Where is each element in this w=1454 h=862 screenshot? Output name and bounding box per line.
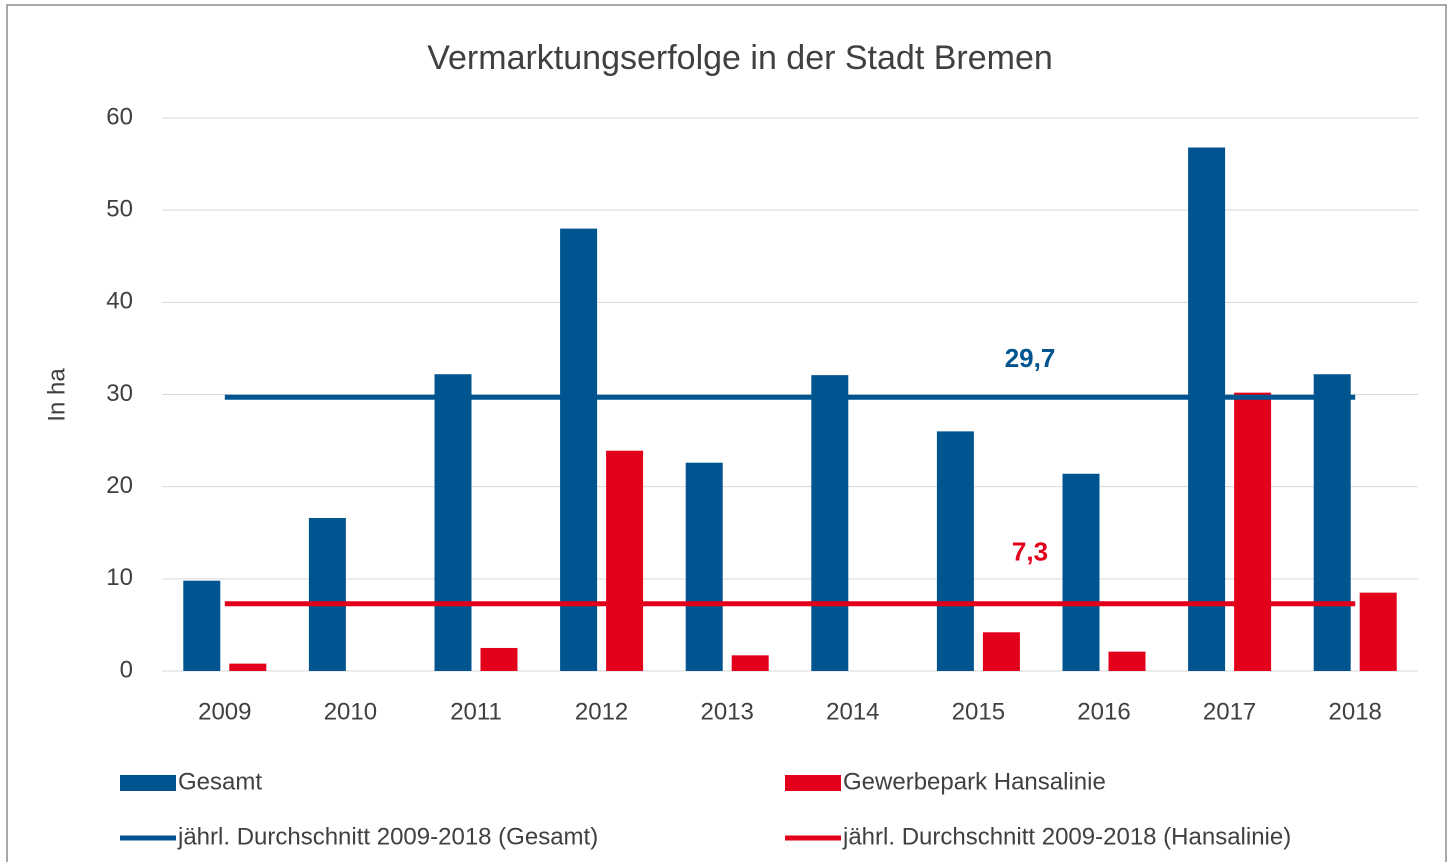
bar	[1313, 374, 1351, 671]
y-tick-label: 60	[106, 103, 133, 130]
bar	[685, 462, 723, 671]
y-tick-label: 30	[106, 380, 133, 407]
bar	[1359, 592, 1397, 671]
y-tick-label: 40	[106, 288, 133, 315]
x-tick-label: 2016	[1077, 698, 1130, 725]
y-axis-label: In ha	[43, 368, 70, 422]
bar	[731, 655, 769, 671]
legend-label: jährl. Durchschnitt 2009-2018 (Gesamt)	[177, 823, 598, 850]
bar	[1188, 147, 1226, 671]
x-tick-label: 2009	[198, 698, 251, 725]
legend-swatch	[120, 775, 176, 791]
legend-label: Gewerbepark Hansalinie	[843, 768, 1106, 795]
y-tick-label: 50	[106, 196, 133, 223]
y-tick-label: 20	[106, 472, 133, 499]
x-tick-label: 2012	[575, 698, 628, 725]
bar	[308, 518, 346, 671]
x-tick-label: 2018	[1329, 698, 1382, 725]
bar	[606, 450, 644, 671]
x-tick-label: 2010	[324, 698, 377, 725]
y-tick-label: 0	[120, 656, 133, 683]
bar	[811, 375, 849, 671]
bar	[480, 647, 518, 671]
chart-title: Vermarktungserfolge in der Stadt Bremen	[427, 39, 1053, 77]
x-tick-label: 2013	[701, 698, 754, 725]
legend-swatch	[785, 775, 841, 791]
average-label: 29,7	[1005, 343, 1056, 373]
x-tick-label: 2017	[1203, 698, 1256, 725]
bar	[434, 374, 472, 671]
bar	[560, 228, 598, 671]
bar	[936, 431, 974, 671]
average-label: 7,3	[1012, 537, 1048, 567]
legend-label: jährl. Durchschnitt 2009-2018 (Hansalini…	[842, 823, 1291, 850]
bar	[183, 580, 221, 671]
bar	[1108, 651, 1146, 671]
legend-label: Gesamt	[178, 768, 262, 795]
bar	[1062, 473, 1100, 671]
chart-frame	[6, 4, 1447, 862]
x-tick-label: 2011	[450, 698, 502, 725]
bar	[229, 663, 267, 671]
x-tick-label: 2014	[826, 698, 879, 725]
bar	[1234, 392, 1272, 671]
bar	[982, 632, 1020, 671]
x-tick-label: 2015	[952, 698, 1005, 725]
y-tick-label: 10	[106, 564, 133, 591]
